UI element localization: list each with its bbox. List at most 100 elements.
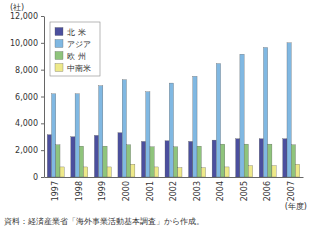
bar xyxy=(56,145,60,177)
x-tick: 2002 xyxy=(169,177,178,201)
x-tick: 1997 xyxy=(51,177,60,201)
bar xyxy=(150,147,154,177)
legend-swatch xyxy=(55,64,63,72)
y-tick: 4,000 xyxy=(15,119,44,128)
bar xyxy=(193,76,197,177)
bar xyxy=(71,137,75,177)
y-tick-mark xyxy=(41,16,44,17)
y-tick-label: 6,000 xyxy=(15,93,38,102)
y-axis-line xyxy=(44,17,45,178)
bar xyxy=(146,92,150,177)
source-note: 資料：経済産業省「海外事業活動基本調査」から作成。 xyxy=(4,217,204,226)
bar xyxy=(197,146,201,177)
bar-series xyxy=(47,133,287,177)
bar xyxy=(240,54,244,177)
x-axis: 1997199819992000200120022003200420052006… xyxy=(45,177,304,201)
x-tick-label: 2001 xyxy=(146,181,155,201)
bar-series xyxy=(56,144,296,177)
x-tick-label: 2007 xyxy=(287,181,296,201)
x-tick: 2001 xyxy=(146,177,155,201)
legend-label: 北 米 xyxy=(67,28,86,37)
x-tick-label: 2003 xyxy=(193,181,202,201)
y-tick-label: 2,000 xyxy=(15,146,38,155)
bar xyxy=(47,135,51,177)
y-axis-label: (社) xyxy=(10,3,24,12)
bar xyxy=(272,166,276,177)
bar xyxy=(291,145,295,177)
legend-item: 中南米 xyxy=(55,64,91,74)
x-tick-label: 1998 xyxy=(75,181,84,201)
x-axis-label: (年度) xyxy=(285,202,307,211)
y-tick-mark xyxy=(41,70,44,71)
legend-box xyxy=(50,22,100,76)
bar xyxy=(263,48,267,177)
bar xyxy=(154,167,158,177)
x-tick-label: 2002 xyxy=(169,181,178,201)
bar xyxy=(165,141,169,177)
bar xyxy=(268,144,272,177)
bar xyxy=(189,141,193,177)
y-axis: 0 2,000 4,000 6,000 8,000 10,000 12,000 xyxy=(10,12,45,182)
bar xyxy=(221,144,225,177)
y-tick-label: 4,000 xyxy=(15,119,38,128)
bar xyxy=(283,139,287,177)
bar xyxy=(118,133,122,177)
legend: 北 米アジア欧 州中南米 xyxy=(50,22,100,76)
bar xyxy=(225,167,229,177)
bar xyxy=(248,166,252,177)
bar xyxy=(141,141,145,177)
x-tick-label: 2004 xyxy=(216,181,225,201)
bar xyxy=(60,167,64,177)
bar xyxy=(79,146,83,177)
bar xyxy=(52,94,56,177)
bar xyxy=(174,147,178,177)
y-tick-label: 8,000 xyxy=(15,66,38,75)
y-tick: 6,000 xyxy=(15,93,44,102)
legend-label: 欧 州 xyxy=(67,52,86,61)
x-tick: 2003 xyxy=(193,177,202,201)
bar xyxy=(216,64,220,177)
bar xyxy=(131,164,135,177)
y-tick-label: 12,000 xyxy=(10,12,38,21)
bar xyxy=(107,167,111,177)
y-tick-label: 10,000 xyxy=(10,39,38,48)
x-tick-label: 2006 xyxy=(263,181,272,201)
legend-item: 欧 州 xyxy=(55,52,86,62)
x-axis-line xyxy=(45,177,304,178)
bar xyxy=(259,139,263,177)
bar xyxy=(75,94,79,177)
y-tick: 2,000 xyxy=(15,146,44,155)
bar xyxy=(94,135,98,177)
x-tick: 2007 xyxy=(287,177,296,201)
bar xyxy=(236,139,240,177)
legend-swatch xyxy=(55,28,63,36)
bar xyxy=(287,43,291,177)
bar xyxy=(295,164,299,177)
bar-series xyxy=(60,164,300,177)
x-tick-label: 1997 xyxy=(51,181,60,201)
x-tick-label: 2000 xyxy=(122,181,131,201)
bar xyxy=(201,168,205,177)
y-tick-mark xyxy=(41,97,44,98)
chart: 0 2,000 4,000 6,000 8,000 10,000 12,000 1997 199… xyxy=(0,0,311,229)
y-tick: 8,000 xyxy=(15,66,44,75)
bar xyxy=(99,86,103,177)
x-tick: 1998 xyxy=(75,177,84,201)
x-tick: 2004 xyxy=(216,177,225,201)
y-tick: 10,000 xyxy=(10,39,44,48)
bar xyxy=(84,167,88,177)
y-tick-mark xyxy=(41,177,44,178)
x-tick-label: 1999 xyxy=(98,181,107,201)
x-tick: 1999 xyxy=(98,177,107,201)
legend-label: アジア xyxy=(67,40,91,49)
y-tick-mark xyxy=(41,150,44,151)
bar xyxy=(244,144,248,177)
y-tick-label: 0 xyxy=(33,173,38,182)
bar xyxy=(178,168,182,177)
legend-item: 北 米 xyxy=(55,28,86,38)
x-tick: 2000 xyxy=(122,177,131,201)
legend-swatch xyxy=(55,52,63,60)
y-tick: 12,000 xyxy=(10,12,44,21)
x-tick: 2006 xyxy=(263,177,272,201)
legend-label: 中南米 xyxy=(67,64,91,73)
